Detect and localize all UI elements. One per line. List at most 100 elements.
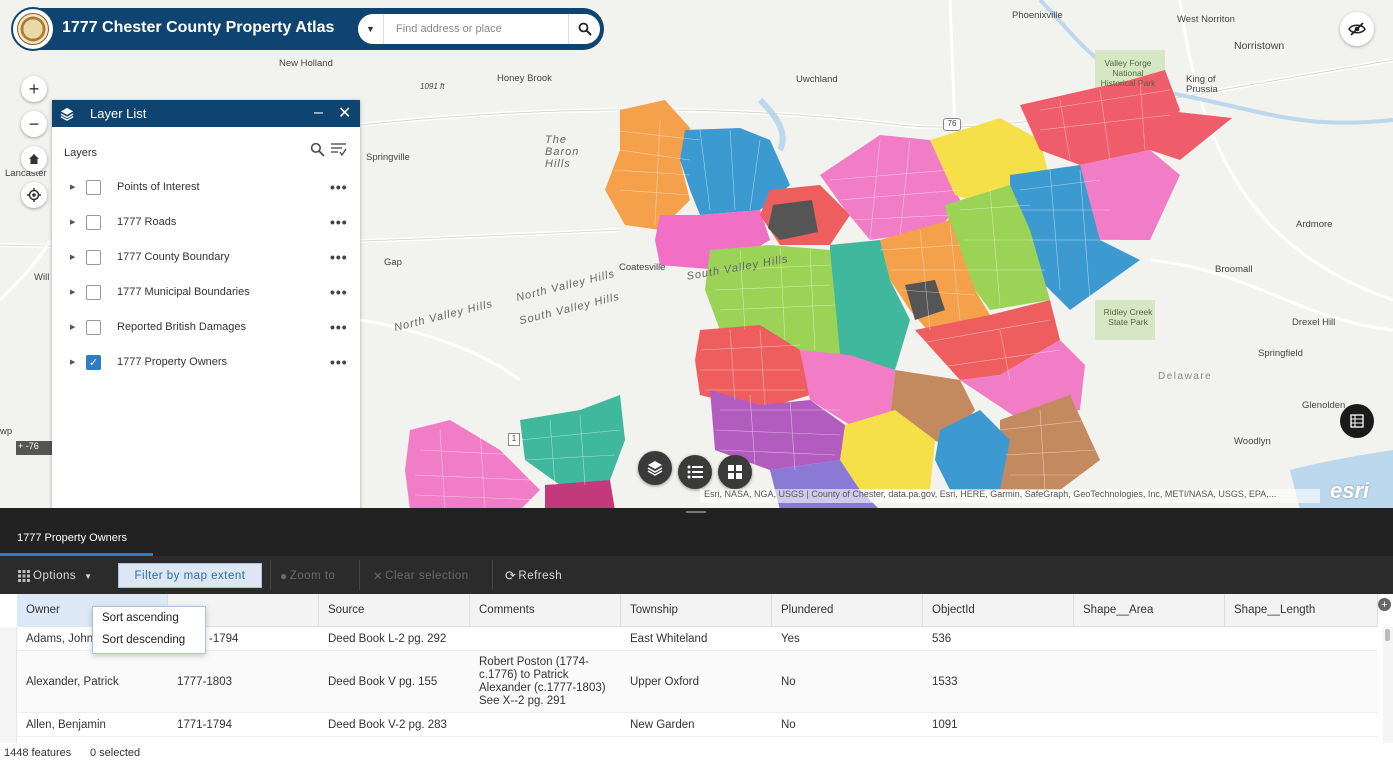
table-row[interactable]: Alexander, Patrick 1777-1803 Deed Book V… [17, 651, 1378, 713]
layer-visibility-checkbox[interactable] [86, 214, 101, 230]
cell-plundered: No [781, 719, 796, 731]
sort-ascending-option[interactable]: Sort ascending [102, 612, 179, 624]
table-resize-handle[interactable] [0, 508, 1393, 516]
map-label-springfield: Springfield [1258, 348, 1303, 359]
layer-item-1777-county-boundary[interactable]: ▶ 1777 County Boundary ••• [52, 242, 360, 272]
layer-item-1777-roads[interactable]: ▶ 1777 Roads ••• [52, 207, 360, 237]
layer-list-panel: Layer List – ✕ Layers ▶ Points of Intere… [52, 100, 360, 510]
sort-descending-option[interactable]: Sort descending [102, 634, 186, 646]
layer-tools [310, 142, 347, 157]
zoom-in-button[interactable]: + [21, 76, 47, 102]
attribute-grid: Owner Source Comments Township Plundered… [0, 594, 1393, 763]
more-options-icon[interactable]: ••• [330, 319, 348, 335]
locate-button[interactable] [21, 182, 47, 208]
layer-item-reported-british-damages[interactable]: ▶ Reported British Damages ••• [52, 312, 360, 342]
map-view[interactable]: Phoenixville West Norriton Norristown Ne… [0, 0, 1393, 510]
basemap-widget-button[interactable] [718, 455, 752, 489]
zoom-to-button[interactable]: ● Zoom to [280, 569, 336, 583]
layer-visibility-checkbox[interactable] [86, 179, 101, 195]
cell-township: Upper Oxford [630, 676, 700, 688]
cell-source: Deed Book L-2 pg. 292 [328, 633, 447, 645]
expand-caret-icon[interactable]: ▶ [70, 184, 76, 191]
clear-selection-button[interactable]: ✕ Clear selection [373, 570, 469, 583]
search-button[interactable] [568, 14, 600, 44]
attribute-table-button[interactable] [1340, 404, 1374, 438]
layer-item-points-of-interest[interactable]: ▶ Points of Interest ••• [52, 172, 360, 202]
more-options-icon[interactable]: ••• [330, 214, 348, 230]
map-label-delaware: Delaware [1158, 371, 1213, 382]
more-options-icon[interactable]: ••• [330, 284, 348, 300]
expand-caret-icon[interactable]: ▶ [70, 289, 76, 296]
legend-widget-button[interactable] [678, 455, 712, 489]
more-options-icon[interactable]: ••• [330, 249, 348, 265]
column-header-shape-length[interactable]: Shape__Length [1225, 594, 1378, 627]
column-header-township[interactable]: Township [621, 594, 772, 627]
more-options-icon[interactable]: ••• [330, 179, 348, 195]
layer-item-1777-property-owners[interactable]: ▶ ✓ 1777 Property Owners ••• [52, 347, 360, 377]
search-source-dropdown[interactable]: ▼ [358, 14, 384, 44]
toggle-visibility-button[interactable] [1340, 12, 1374, 46]
search-input[interactable] [384, 15, 568, 43]
column-header-shape-area[interactable]: Shape__Area [1074, 594, 1225, 627]
expand-caret-icon[interactable]: ▶ [70, 254, 76, 261]
options-menu-button[interactable]: Options ▼ [18, 565, 93, 587]
grid-scrollbar[interactable] [1383, 627, 1393, 763]
list-icon [687, 465, 703, 479]
layer-visibility-checkbox[interactable]: ✓ [86, 354, 101, 370]
chevron-down-icon: ▼ [84, 571, 93, 581]
expand-caret-icon[interactable]: ▶ [70, 324, 76, 331]
options-label: Options [33, 570, 77, 582]
feature-count: 1448 features [4, 747, 72, 759]
map-attribution[interactable]: Esri, NASA, NGA, USGS | County of Cheste… [700, 489, 1320, 503]
cell-source: Deed Book V pg. 155 [328, 676, 438, 688]
expand-caret-icon[interactable]: ▶ [70, 219, 76, 226]
layer-list-header: Layer List – ✕ [52, 100, 360, 127]
search-widget: ▼ [358, 14, 600, 44]
map-label-gap: Gap [384, 257, 402, 268]
cell-owner: Alexander, Patrick [26, 676, 119, 688]
layer-visibility-checkbox[interactable] [86, 284, 101, 300]
zoom-out-button[interactable]: − [21, 111, 47, 137]
selected-count: 0 selected [90, 747, 141, 759]
column-header-plundered[interactable]: Plundered [772, 594, 923, 627]
cell-years: 1771-1794 [177, 719, 232, 731]
refresh-button[interactable]: ⟳ Refresh [505, 568, 563, 583]
column-header-objectid[interactable]: ObjectId [923, 594, 1074, 627]
cell-township: New Garden [630, 719, 695, 731]
table-row[interactable]: Allen, Benjamin 1771-1794 Deed Book V-2 … [17, 713, 1378, 737]
refresh-icon: ⟳ [505, 568, 517, 583]
add-column-icon[interactable]: + [1378, 598, 1391, 611]
map-label-will: Will [34, 272, 50, 283]
map-label-lancaster: Lancaster [5, 168, 47, 179]
cell-plundered: No [781, 676, 796, 688]
map-label-phoenixville: Phoenixville [1012, 10, 1063, 21]
map-label-springville: Springville [366, 152, 410, 163]
attribute-table: 1777 Property Owners Options ▼ ● Zoom to… [0, 516, 1393, 763]
column-header-source[interactable]: Source [319, 594, 470, 627]
esri-logo: esri [1330, 478, 1370, 503]
filter-by-map-extent-button[interactable]: Filter by map extent [118, 563, 262, 588]
layer-item-1777-municipal-boundaries[interactable]: ▶ 1777 Municipal Boundaries ••• [52, 277, 360, 307]
cell-township: East Whiteland [630, 633, 708, 645]
column-header-years[interactable] [168, 594, 319, 627]
layer-visibility-checkbox[interactable] [86, 319, 101, 335]
home-button[interactable] [21, 146, 47, 172]
search-icon[interactable] [310, 142, 325, 157]
cell-comments: Robert Poston (1774-c.1776) to Patrick A… [479, 656, 606, 707]
expand-caret-icon[interactable]: ▶ [70, 359, 76, 366]
column-header-comments[interactable]: Comments [470, 594, 621, 627]
table-row[interactable]: Adams, John -1794 Deed Book L-2 pg. 292 … [17, 627, 1378, 651]
map-label-norristown: Norristown [1234, 40, 1285, 52]
cell-objectid: 1091 [932, 719, 958, 731]
layer-list-widget-button[interactable] [638, 451, 672, 485]
close-button[interactable]: ✕ [338, 105, 352, 122]
more-options-icon[interactable]: ••• [330, 354, 348, 370]
cell-owner: Adams, John [26, 633, 94, 645]
layer-visibility-checkbox[interactable] [86, 249, 101, 265]
map-label-valley-forge: Valley Forge National Historical Park [1100, 58, 1156, 88]
filter-list-icon[interactable] [331, 142, 347, 157]
tab-1777-property-owners[interactable]: 1777 Property Owners [0, 516, 153, 556]
grid-icon [728, 465, 742, 479]
minimize-button[interactable]: – [314, 104, 323, 121]
plus-icon: + [28, 78, 40, 99]
